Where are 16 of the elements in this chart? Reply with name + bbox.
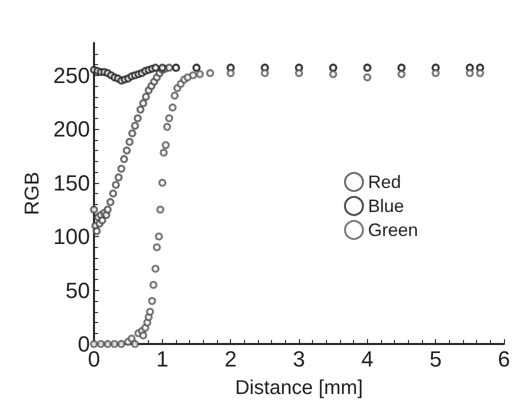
x-tick-label: 1 bbox=[156, 346, 168, 372]
x-tick-label: 6 bbox=[498, 346, 510, 372]
legend-label: Green bbox=[368, 220, 418, 240]
x-tick-label: 2 bbox=[224, 346, 237, 372]
y-tick-label: 100 bbox=[53, 224, 90, 249]
x-tick-label: 4 bbox=[361, 346, 374, 372]
legend-label: Red bbox=[368, 172, 402, 192]
y-tick-label: 200 bbox=[53, 116, 90, 142]
x-axis-title: Distance [mm] bbox=[235, 377, 363, 399]
x-tick-label: 3 bbox=[292, 346, 306, 372]
x-tick-label: 5 bbox=[430, 346, 442, 372]
y-tick-label: 150 bbox=[53, 170, 90, 196]
y-axis-title: RGB bbox=[21, 172, 44, 216]
legend-label: Blue bbox=[368, 196, 404, 216]
y-tick-label: 250 bbox=[53, 62, 90, 88]
y-tick-label: 50 bbox=[66, 278, 90, 303]
